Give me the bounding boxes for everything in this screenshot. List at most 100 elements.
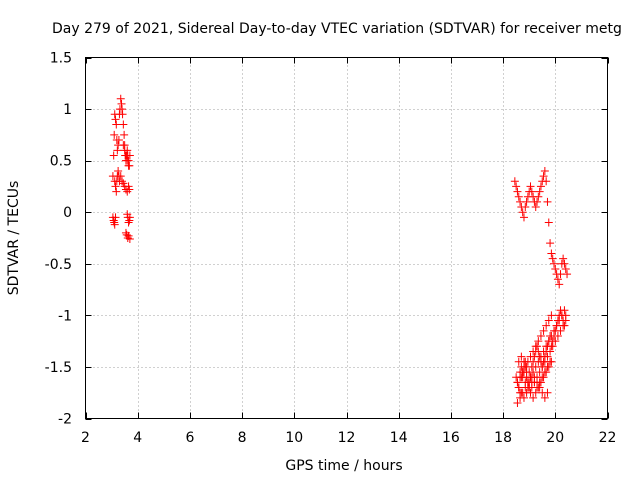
data-point [522, 197, 531, 206]
data-point [533, 197, 542, 206]
data-point [114, 166, 123, 175]
data-point [123, 187, 132, 196]
data-point [116, 172, 125, 181]
y-tick-label: -1.5 [45, 360, 72, 376]
y-tick-labels: -2 -1.5 -1 -0.5 0 0.5 1 1.5 [45, 51, 72, 428]
y-tick-label: -2 [58, 412, 72, 428]
y-tick-label: 1 [63, 102, 72, 118]
data-point [551, 337, 560, 346]
data-point [519, 213, 528, 222]
data-point [535, 187, 544, 196]
data-point [534, 337, 543, 346]
data-point [561, 264, 570, 273]
data-point [544, 218, 553, 227]
data-point [560, 306, 569, 315]
data-point [119, 141, 128, 150]
x-tick-label: 12 [338, 430, 356, 446]
data-point [513, 187, 522, 196]
data-point [546, 239, 555, 248]
y-tick-label: 1.5 [50, 51, 72, 67]
data-point [120, 146, 129, 155]
data-point [514, 192, 523, 201]
data-point [547, 311, 556, 320]
x-tick-label: 6 [185, 430, 194, 446]
data-point [112, 120, 121, 129]
data-point [531, 203, 540, 212]
data-point [125, 213, 134, 222]
data-point [521, 203, 530, 212]
data-point [560, 259, 569, 268]
data-point [518, 388, 527, 397]
data-point [536, 331, 545, 340]
data-point [517, 352, 526, 361]
y-tick-label: 0 [63, 205, 72, 221]
data-point [119, 120, 128, 129]
data-point [110, 130, 119, 139]
data-point [557, 311, 566, 320]
data-points [108, 94, 572, 408]
data-point [114, 136, 123, 145]
data-point [540, 166, 549, 175]
x-tick-label: 2 [81, 430, 90, 446]
data-point [546, 347, 555, 356]
data-point [125, 151, 134, 160]
data-point [536, 182, 545, 191]
x-tick-label: 22 [599, 430, 617, 446]
data-point [110, 220, 119, 229]
data-point [513, 378, 522, 387]
data-point [523, 357, 532, 366]
tick-marks [85, 57, 609, 420]
data-point [125, 185, 134, 194]
data-point [542, 177, 551, 186]
data-point [529, 393, 538, 402]
data-point [518, 368, 527, 377]
data-point [526, 352, 535, 361]
data-point [512, 182, 521, 191]
data-point [543, 388, 552, 397]
chart-title: Day 279 of 2021, Sidereal Day-to-day VTE… [52, 21, 622, 37]
data-point [110, 218, 119, 227]
data-point [544, 316, 553, 325]
data-point [516, 393, 525, 402]
data-point [556, 326, 565, 335]
data-point [529, 347, 538, 356]
data-point [118, 110, 127, 119]
data-point [563, 270, 572, 279]
data-point [510, 177, 519, 186]
x-tick-label: 14 [390, 430, 408, 446]
data-point [542, 321, 551, 330]
data-point [553, 331, 562, 340]
data-point [559, 321, 568, 330]
data-point [527, 373, 536, 382]
data-point [535, 378, 544, 387]
x-axis-label: GPS time / hours [285, 458, 402, 474]
data-point [123, 234, 132, 242]
data-point [555, 280, 564, 289]
data-point [123, 156, 132, 165]
data-point [548, 342, 557, 351]
data-point [538, 373, 547, 382]
data-point [516, 373, 525, 382]
data-point [531, 342, 540, 351]
data-point [111, 213, 120, 222]
x-tick-labels: 2 4 6 8 10 12 14 16 18 20 22 [81, 430, 616, 446]
x-tick-label: 18 [494, 430, 512, 446]
data-point [561, 316, 570, 325]
data-point [527, 187, 536, 196]
data-point [540, 368, 549, 377]
data-point [116, 94, 125, 103]
data-point [124, 218, 133, 227]
x-tick-label: 16 [442, 430, 460, 446]
data-point [526, 182, 535, 191]
data-point [111, 115, 120, 124]
plot-frame [85, 57, 608, 419]
y-tick-label: -1 [58, 308, 72, 324]
data-point [113, 146, 122, 155]
data-point [518, 208, 527, 217]
data-point [124, 161, 133, 170]
data-point [546, 357, 555, 366]
data-point [125, 235, 134, 244]
data-point [117, 99, 126, 108]
data-point [540, 393, 549, 402]
